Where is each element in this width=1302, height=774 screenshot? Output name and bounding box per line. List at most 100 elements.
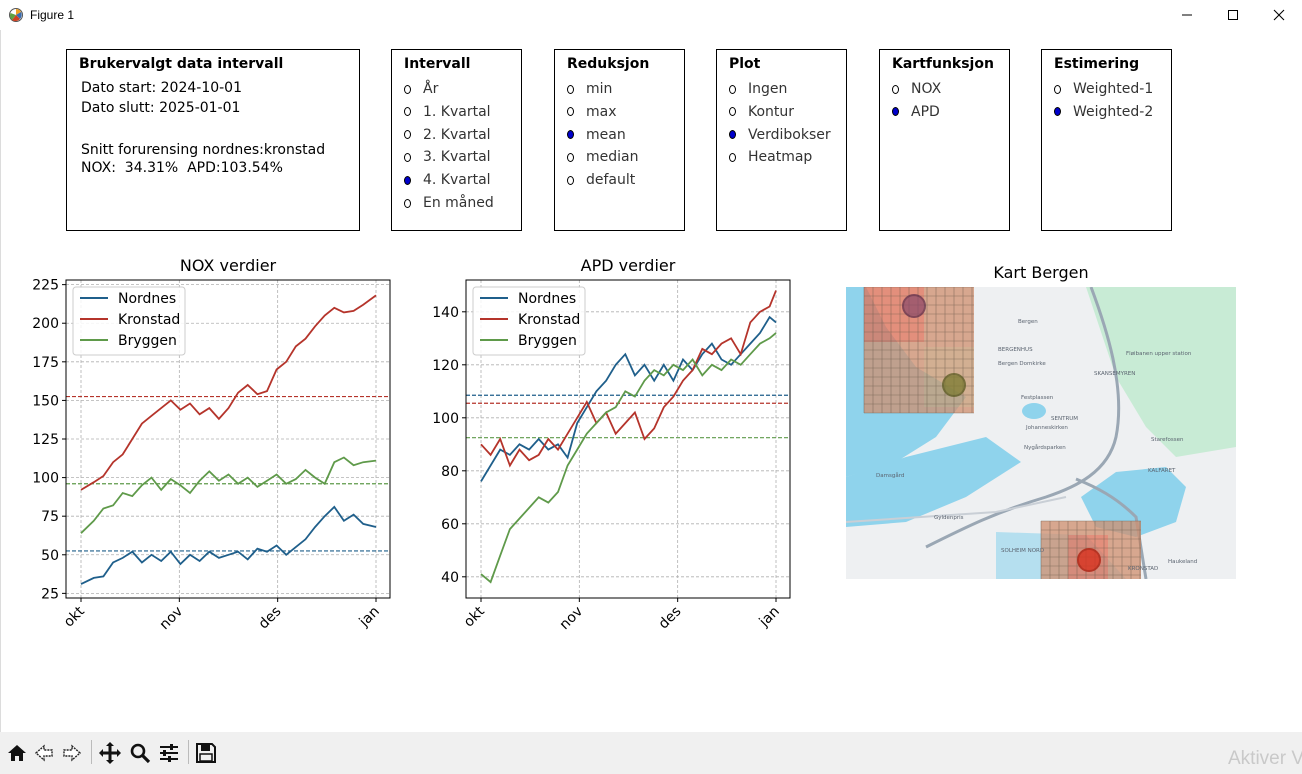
y-tick-label: 60 bbox=[441, 517, 459, 533]
move-arrows-icon bbox=[99, 742, 121, 764]
map-place-label: Starefossen bbox=[1151, 437, 1184, 443]
radio-option-estimering[interactable]: Weighted-2 bbox=[1054, 102, 1153, 122]
panel-title: Intervall bbox=[404, 56, 471, 72]
close-icon bbox=[1273, 9, 1285, 21]
radio-unselected-icon bbox=[404, 107, 411, 117]
map-place-label: Festplassen bbox=[1021, 395, 1054, 401]
radio-unselected-icon bbox=[567, 84, 574, 94]
radio-option-reduksjon[interactable]: min bbox=[567, 79, 612, 99]
apd-chart: APD verdier 40 60 80 100 120 140 okt nov des jan No… bbox=[432, 256, 791, 634]
radio-option-intervall[interactable]: 4. Kvartal bbox=[404, 170, 491, 190]
radio-option-reduksjon[interactable]: median bbox=[567, 147, 638, 167]
radio-option-kartfunksjon[interactable]: APD bbox=[892, 102, 940, 122]
save-button[interactable] bbox=[193, 740, 219, 766]
radio-option-intervall[interactable]: 3. Kvartal bbox=[404, 147, 491, 167]
radio-unselected-icon bbox=[567, 175, 574, 185]
maximize-icon bbox=[1228, 10, 1238, 20]
radio-label: Kontur bbox=[748, 103, 795, 120]
pan-button[interactable] bbox=[97, 740, 123, 766]
radio-option-plot[interactable]: Kontur bbox=[729, 102, 794, 122]
map-place-label: Bergen bbox=[1018, 319, 1038, 325]
panel-title: Estimering bbox=[1054, 56, 1140, 72]
map-title: Kart Bergen bbox=[993, 263, 1089, 282]
y-tick-label: 175 bbox=[32, 355, 59, 371]
radio-option-plot[interactable]: Heatmap bbox=[729, 147, 812, 167]
y-tick-label: 100 bbox=[32, 471, 59, 487]
radio-option-intervall[interactable]: År bbox=[404, 79, 438, 99]
average-values: NOX: 34.31% APD:103.54% bbox=[81, 160, 283, 176]
date-end: Dato slutt: 2025-01-01 bbox=[81, 100, 241, 116]
panel-reduksjon: Reduksjon min max mean median default bbox=[554, 49, 685, 231]
map-road-south bbox=[1075, 477, 1148, 579]
radio-label: Weighted-1 bbox=[1073, 81, 1154, 97]
bergen-map: Bergen BERGENHUS Bergen Domkirke SKANSEMYRE… bbox=[846, 287, 1236, 579]
map-place-label: SENTRUM bbox=[1051, 416, 1078, 422]
configure-subplots-button[interactable] bbox=[156, 740, 182, 766]
panel-title: Plot bbox=[729, 56, 761, 72]
radio-label: En måned bbox=[423, 195, 494, 211]
radio-label: 1. Kvartal bbox=[423, 103, 491, 120]
panel-plot: Plot Ingen Kontur Verdibokser Heatmap bbox=[716, 49, 847, 231]
maximize-button[interactable] bbox=[1210, 0, 1256, 30]
radio-option-reduksjon[interactable]: default bbox=[567, 170, 635, 190]
radio-option-estimering[interactable]: Weighted-1 bbox=[1054, 79, 1153, 99]
radio-label: 2. Kvartal bbox=[423, 126, 491, 143]
info-panel: Brukervalgt data intervall Dato start: 2… bbox=[66, 49, 360, 231]
radio-option-kartfunksjon[interactable]: NOX bbox=[892, 79, 941, 99]
y-tick-label: 25 bbox=[41, 586, 59, 602]
back-button[interactable] bbox=[31, 740, 57, 766]
nox-chart: NOX verdier 25 50 75 100 125 150 175 200 225 okt no… bbox=[32, 256, 391, 633]
radio-label: APD bbox=[911, 103, 940, 120]
radio-selected-icon bbox=[729, 130, 736, 140]
y-tick-label: 125 bbox=[32, 432, 59, 448]
series-line-kronstad bbox=[80, 294, 377, 491]
map-water-lake bbox=[1081, 467, 1186, 537]
map-road-main bbox=[925, 287, 1121, 549]
radio-option-plot[interactable]: Ingen bbox=[729, 79, 787, 99]
radio-label: Verdibokser bbox=[748, 126, 831, 143]
radio-option-plot[interactable]: Verdibokser bbox=[729, 125, 831, 145]
window-titlebar: Figure 1 bbox=[0, 0, 1302, 30]
radio-unselected-icon bbox=[729, 152, 736, 162]
radio-label: median bbox=[586, 149, 639, 166]
zoom-button[interactable] bbox=[127, 740, 153, 766]
map-place-label: Johanneskirken bbox=[1025, 425, 1068, 431]
radio-option-reduksjon[interactable]: mean bbox=[567, 125, 626, 145]
map-place-label: SOLHEIM NORD bbox=[1001, 548, 1044, 554]
window-title: Figure 1 bbox=[30, 8, 75, 22]
x-tick-label: jan bbox=[756, 604, 783, 631]
map-place-label: Nygårdsparken bbox=[1024, 444, 1066, 451]
radio-label: 4. Kvartal bbox=[423, 172, 491, 189]
chart-title: APD verdier bbox=[581, 256, 676, 275]
map-road-west bbox=[846, 496, 1067, 523]
radio-label: max bbox=[586, 103, 617, 120]
home-button[interactable] bbox=[4, 740, 30, 766]
series-line-nordnes bbox=[80, 505, 377, 585]
date-start: Dato start: 2024-10-01 bbox=[81, 80, 242, 96]
x-tick-label: nov bbox=[557, 604, 587, 634]
y-tick-label: 50 bbox=[41, 548, 59, 564]
radio-option-reduksjon[interactable]: max bbox=[567, 102, 617, 122]
map-place-label: SKANSEMYREN bbox=[1094, 371, 1135, 377]
legend-label: Kronstad bbox=[518, 312, 580, 328]
y-tick-label: 120 bbox=[432, 358, 459, 374]
close-button[interactable] bbox=[1256, 0, 1302, 30]
map-place-label: Fløibanen upper station bbox=[1126, 351, 1192, 357]
map-place-label: Damsgård bbox=[876, 472, 904, 479]
radio-option-intervall[interactable]: En måned bbox=[404, 193, 494, 213]
series-line-kronstad bbox=[480, 290, 777, 468]
plot-frame bbox=[465, 279, 791, 599]
y-tick-label: 80 bbox=[441, 464, 459, 480]
forward-button[interactable] bbox=[59, 740, 85, 766]
legend-box bbox=[72, 286, 186, 356]
minimize-button[interactable] bbox=[1164, 0, 1210, 30]
panel-intervall: Intervall År 1. Kvartal 2. Kvartal 3. Kvart… bbox=[391, 49, 522, 231]
radio-option-intervall[interactable]: 2. Kvartal bbox=[404, 125, 491, 145]
minimize-icon bbox=[1182, 14, 1192, 16]
radio-label: År bbox=[423, 81, 439, 97]
legend-box bbox=[472, 286, 586, 356]
radio-option-intervall[interactable]: 1. Kvartal bbox=[404, 102, 491, 122]
x-tick-label: jan bbox=[356, 604, 383, 631]
series-line-bryggen bbox=[80, 456, 377, 534]
series-line-bryggen bbox=[480, 332, 777, 584]
